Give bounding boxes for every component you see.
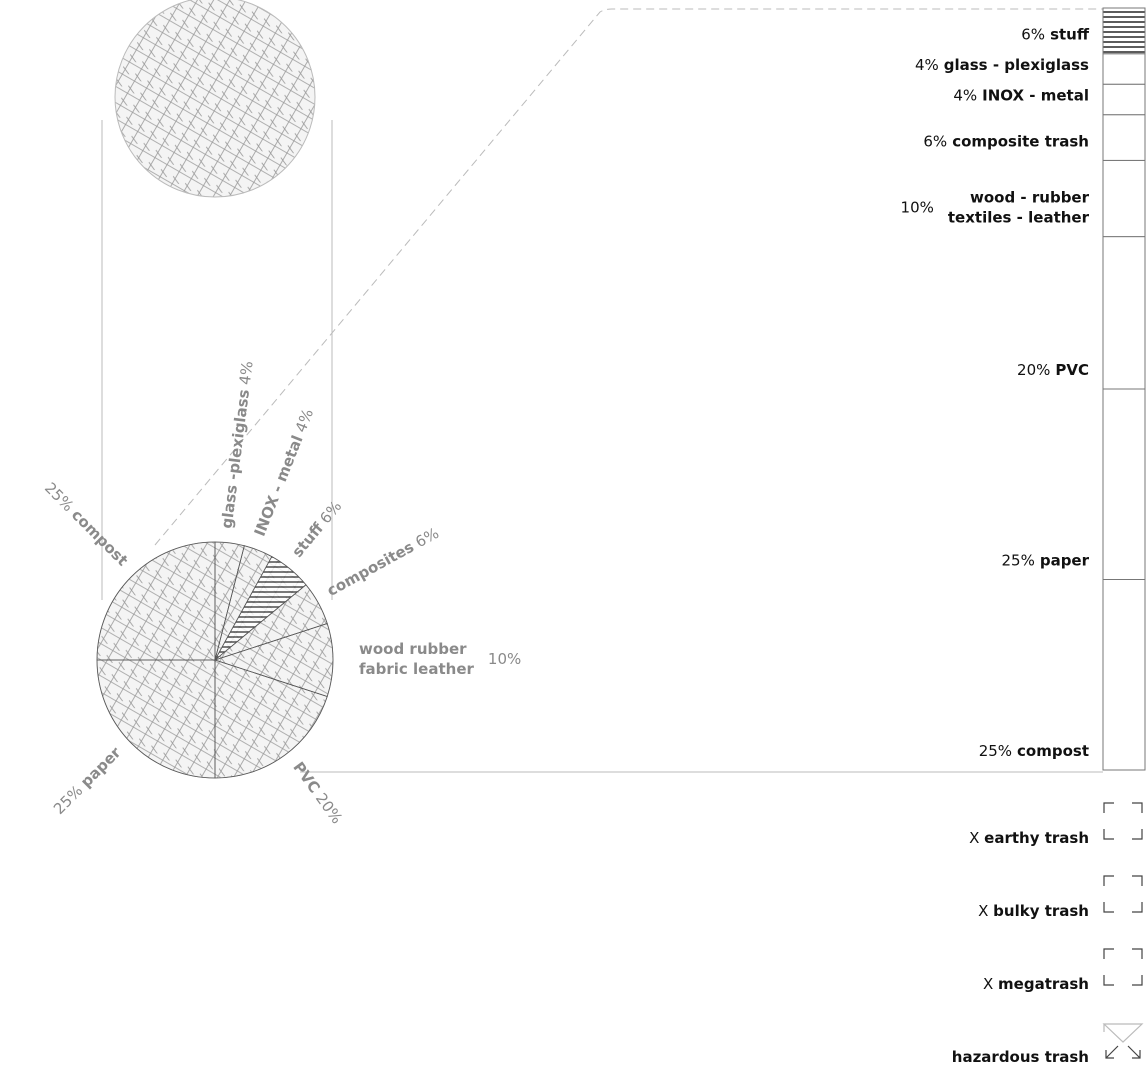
bar-label-name: composite trash	[952, 132, 1089, 150]
bracket	[1103, 802, 1143, 840]
extra-label: X bulky trash	[978, 902, 1089, 920]
pie-percent: 4%	[236, 360, 257, 386]
bar-percent: 10%	[901, 199, 934, 217]
extra-name: megatrash	[998, 975, 1089, 993]
bar-label-name: compost	[1017, 742, 1089, 760]
bar-percent: 6%	[1021, 26, 1045, 44]
pie-slice	[96, 541, 216, 661]
pie-label-name: compost	[68, 506, 132, 570]
bar-segment	[1102, 388, 1146, 580]
pie-label: INOX - metal 4%	[251, 406, 318, 539]
bar-segment	[1102, 236, 1146, 390]
bar-label-name: textiles - leather	[948, 209, 1090, 227]
extra-prefix: X	[969, 829, 979, 847]
extra-icon	[1103, 875, 1143, 913]
extra-icon	[1103, 948, 1143, 986]
extra-icon	[1102, 1023, 1144, 1059]
bar-label-name: INOX - metal	[982, 87, 1089, 105]
bar-label-name: wood - rubber	[970, 189, 1090, 207]
pie-label: 25% paper	[50, 743, 125, 818]
pie-slice	[214, 659, 328, 779]
connector-line	[154, 8, 1103, 546]
bar-segment	[1102, 579, 1146, 771]
pie-label: PVC 20%	[289, 759, 346, 828]
bracket	[1103, 948, 1143, 986]
stacked-bar: compost 25% paper 25% PVC 20% wood - rubber tex…	[901, 7, 1146, 771]
pie-label: composites 6%	[324, 524, 442, 600]
hazard-top	[1102, 1023, 1144, 1043]
pie-label-name: composites	[324, 538, 417, 600]
pie-label: 25% compost	[41, 479, 132, 570]
bar-percent: 4%	[915, 56, 939, 74]
bar-percent: 4%	[953, 87, 977, 105]
extra-prefix: X	[983, 975, 993, 993]
pie-label-name: wood rubber	[359, 640, 467, 658]
pie-percent: 4%	[292, 406, 317, 435]
bar-label-name: paper	[1040, 552, 1090, 570]
pie-slice	[96, 659, 216, 779]
extra-label: X earthy trash	[969, 829, 1089, 847]
extra-prefix: X	[978, 902, 988, 920]
bar-segment	[1102, 7, 1146, 55]
bar-percent: 25%	[1001, 552, 1034, 570]
sorted-trash-illustration	[114, 0, 316, 198]
pie-percent: 20%	[312, 790, 346, 828]
bracket	[1103, 875, 1143, 913]
extra-icon	[1103, 802, 1143, 840]
bar-segment	[1102, 114, 1146, 161]
pie-label-name: INOX - metal	[251, 433, 307, 539]
extra-name: hazardous trash	[952, 1048, 1089, 1066]
extra-name: bulky trash	[993, 902, 1089, 920]
extra-label: X megatrash	[983, 975, 1089, 993]
pie-label: glass -plexiglass 4%	[218, 360, 257, 530]
pie-label-block: wood rubber fabric leather 10%	[359, 640, 521, 678]
pie-label-name: glass -plexiglass	[218, 388, 253, 529]
pie-slice	[213, 623, 334, 697]
pie-percent: 10%	[488, 650, 521, 668]
extra-name: earthy trash	[984, 829, 1089, 847]
bar-label-name: stuff	[1050, 26, 1090, 44]
bar-label-name: PVC	[1055, 361, 1089, 379]
pie-label-name: fabric leather	[359, 660, 474, 678]
bar-percent: 25%	[979, 742, 1012, 760]
bar-segment	[1102, 83, 1146, 116]
pie-label: stuff 6%	[288, 497, 345, 560]
bar-label-name: glass - plexiglass	[944, 56, 1089, 74]
bar-segment	[1102, 159, 1146, 238]
extra-label: hazardous trash	[952, 1048, 1089, 1066]
hazard-arrows	[1105, 1045, 1141, 1059]
bar-segment	[1102, 53, 1146, 85]
pie-label-name: paper	[77, 743, 125, 791]
bar-percent: 20%	[1017, 361, 1050, 379]
bar-percent: 6%	[923, 132, 947, 150]
